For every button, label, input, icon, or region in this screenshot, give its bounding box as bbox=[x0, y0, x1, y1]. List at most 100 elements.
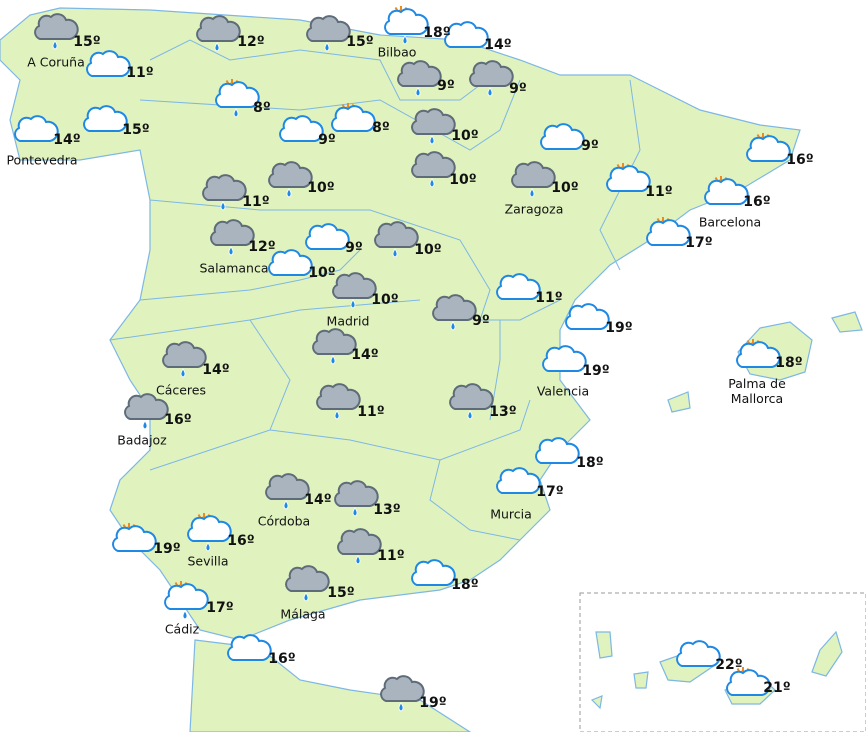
sun-cloud-icon bbox=[646, 217, 691, 246]
temperature: 18º bbox=[423, 25, 451, 41]
menorca bbox=[831, 311, 863, 333]
rain-icon bbox=[469, 60, 514, 97]
city-name: Murcia bbox=[490, 506, 532, 522]
temperature: 14º bbox=[304, 492, 332, 508]
rain-drop bbox=[233, 108, 239, 118]
rain-drop bbox=[142, 420, 148, 430]
temperature: 10º bbox=[451, 128, 479, 144]
rain-icon bbox=[374, 221, 419, 258]
temperature: 16º bbox=[786, 152, 814, 168]
rain-icon bbox=[285, 565, 330, 602]
rain-drop bbox=[214, 42, 220, 52]
temperature: 16º bbox=[268, 651, 296, 667]
temperature: 13º bbox=[489, 404, 517, 420]
rain-icon bbox=[268, 161, 313, 198]
rain-drop bbox=[220, 201, 226, 211]
spain bbox=[0, 7, 801, 641]
rain-icon bbox=[397, 60, 442, 97]
cloud bbox=[676, 640, 721, 667]
cloud bbox=[646, 219, 691, 246]
temperature: 10º bbox=[308, 265, 336, 281]
rain-icon bbox=[316, 383, 361, 420]
cloud-icon bbox=[676, 640, 721, 667]
cloud bbox=[227, 634, 272, 661]
rain-drop bbox=[228, 246, 234, 256]
temperature: 12º bbox=[248, 239, 276, 255]
temperature: 9º bbox=[318, 132, 336, 148]
city-name: Zaragoza bbox=[504, 201, 564, 217]
sun-rain-icon bbox=[164, 581, 209, 620]
sun-rain-icon bbox=[215, 79, 260, 118]
sun-cloud-icon bbox=[726, 667, 771, 696]
temperature: 16º bbox=[227, 533, 255, 549]
canary-2 bbox=[633, 671, 649, 689]
temperature: 18º bbox=[775, 355, 803, 371]
sun-rain-icon bbox=[187, 513, 232, 552]
temperature: 17º bbox=[206, 600, 234, 616]
rain-icon bbox=[306, 15, 351, 52]
rain-drop bbox=[303, 592, 309, 602]
city-name: Córdoba bbox=[257, 513, 311, 529]
temperature: 17º bbox=[685, 235, 713, 251]
sun-cloud-icon bbox=[606, 163, 651, 192]
temperature: 11º bbox=[242, 194, 270, 210]
rain-drop bbox=[180, 368, 186, 378]
rain-icon bbox=[202, 174, 247, 211]
temperature: 15º bbox=[122, 122, 150, 138]
sun-rain-icon bbox=[384, 6, 429, 45]
temperature: 11º bbox=[535, 290, 563, 306]
canary-1 bbox=[595, 631, 613, 659]
temperature: 14º bbox=[53, 132, 81, 148]
temperature: 17º bbox=[536, 484, 564, 500]
city-name: Salamanca bbox=[199, 260, 269, 276]
rain-drop bbox=[205, 542, 211, 552]
temperature: 9º bbox=[345, 240, 363, 256]
temperature: 19º bbox=[605, 320, 633, 336]
rain-drop bbox=[398, 702, 404, 712]
city-name: Bilbao bbox=[377, 44, 417, 60]
rain-drop bbox=[330, 355, 336, 365]
city-name: Palma de Mallorca bbox=[728, 376, 786, 406]
rain-drop bbox=[529, 188, 535, 198]
cloud bbox=[380, 675, 425, 702]
city-name: Cádiz bbox=[164, 621, 200, 637]
temperature: 22º bbox=[715, 657, 743, 673]
temperature: 15º bbox=[327, 585, 355, 601]
rain-drop bbox=[355, 555, 361, 565]
rain-drop bbox=[415, 87, 421, 97]
rain-icon bbox=[511, 161, 556, 198]
temperature: 10º bbox=[371, 292, 399, 308]
temperature: 10º bbox=[551, 180, 579, 196]
rain-drop bbox=[52, 40, 58, 50]
temperature: 11º bbox=[126, 65, 154, 81]
temperature: 21º bbox=[763, 680, 791, 696]
rain-drop bbox=[286, 188, 292, 198]
temperature: 19º bbox=[153, 541, 181, 557]
temperature: 13º bbox=[373, 502, 401, 518]
cloud bbox=[565, 303, 610, 330]
city-name: Barcelona bbox=[698, 214, 762, 230]
rain-drop bbox=[334, 410, 340, 420]
city-name: Madrid bbox=[326, 313, 370, 329]
temperature: 12º bbox=[237, 34, 265, 50]
temperature: 16º bbox=[743, 194, 771, 210]
rain-icon bbox=[332, 272, 377, 309]
temperature: 11º bbox=[357, 404, 385, 420]
rain-icon bbox=[432, 294, 477, 331]
rain-icon bbox=[380, 675, 425, 712]
rain-drop bbox=[392, 248, 398, 258]
rain-drop bbox=[487, 87, 493, 97]
rain-drop bbox=[283, 500, 289, 510]
rain-icon bbox=[124, 393, 169, 430]
rain-drop bbox=[429, 178, 435, 188]
temperature: 14º bbox=[202, 362, 230, 378]
ibiza bbox=[667, 391, 691, 413]
land bbox=[0, 7, 863, 732]
temperature: 11º bbox=[645, 184, 673, 200]
temperature: 9º bbox=[437, 78, 455, 94]
temperature: 11º bbox=[377, 548, 405, 564]
sun-cloud-icon bbox=[736, 339, 781, 368]
canary-5 bbox=[811, 630, 843, 677]
